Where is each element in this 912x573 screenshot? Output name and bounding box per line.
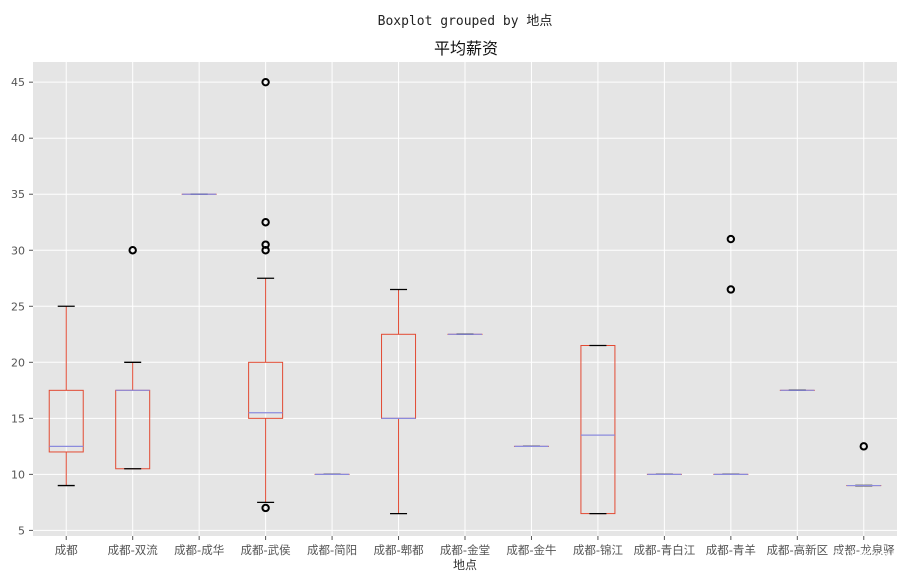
box bbox=[248, 361, 284, 419]
x-tick-label: 成都-成华 bbox=[174, 543, 224, 557]
x-tick-label: 成都-武侯 bbox=[241, 543, 292, 557]
figure-suptitle: Boxplot grouped by 地点 bbox=[377, 14, 553, 29]
x-tick-label: 成都-金堂 bbox=[440, 543, 490, 557]
x-tick-label: 成都-简阳 bbox=[307, 543, 357, 557]
x-tick-label: 成都-锦江 bbox=[573, 543, 624, 557]
y-tick-label: 25 bbox=[11, 300, 25, 313]
y-tick-label: 45 bbox=[11, 76, 25, 89]
x-axis-label: 地点 bbox=[453, 558, 477, 572]
x-tick-label: 成都-双流 bbox=[108, 543, 159, 557]
x-tick-label: 成都-青白江 bbox=[634, 543, 696, 557]
plot-title: 平均薪资 bbox=[434, 39, 498, 58]
outlier-point bbox=[128, 246, 137, 255]
y-tick-label: 20 bbox=[11, 356, 25, 369]
y-tick-label: 30 bbox=[11, 244, 25, 257]
y-tick-label: 35 bbox=[11, 188, 25, 201]
x-tick-label: 成都-龙泉驿 bbox=[833, 543, 895, 557]
x-tick-label: 成都-高新区 bbox=[766, 543, 828, 557]
box bbox=[48, 389, 84, 453]
x-tick-label: 成都 bbox=[55, 543, 78, 557]
y-tick-label: 15 bbox=[11, 412, 25, 425]
outlier-point bbox=[261, 77, 270, 87]
outlier-point bbox=[859, 442, 868, 451]
x-tick-label: 成都-青羊 bbox=[706, 543, 756, 557]
y-tick-label: 5 bbox=[18, 524, 25, 537]
x-tick-label: 成都-金牛 bbox=[506, 543, 556, 557]
outlier-point bbox=[726, 285, 736, 294]
outlier-point bbox=[261, 503, 270, 513]
outlier-point bbox=[261, 218, 270, 227]
y-tick-label: 40 bbox=[11, 132, 25, 145]
y-tick-label: 10 bbox=[11, 468, 25, 481]
outlier-point bbox=[726, 234, 736, 244]
outlier-point bbox=[261, 240, 270, 249]
x-tick-label: 成都-郫都 bbox=[373, 543, 424, 557]
watermark-text: CSDN @aipsn bbox=[829, 550, 898, 561]
